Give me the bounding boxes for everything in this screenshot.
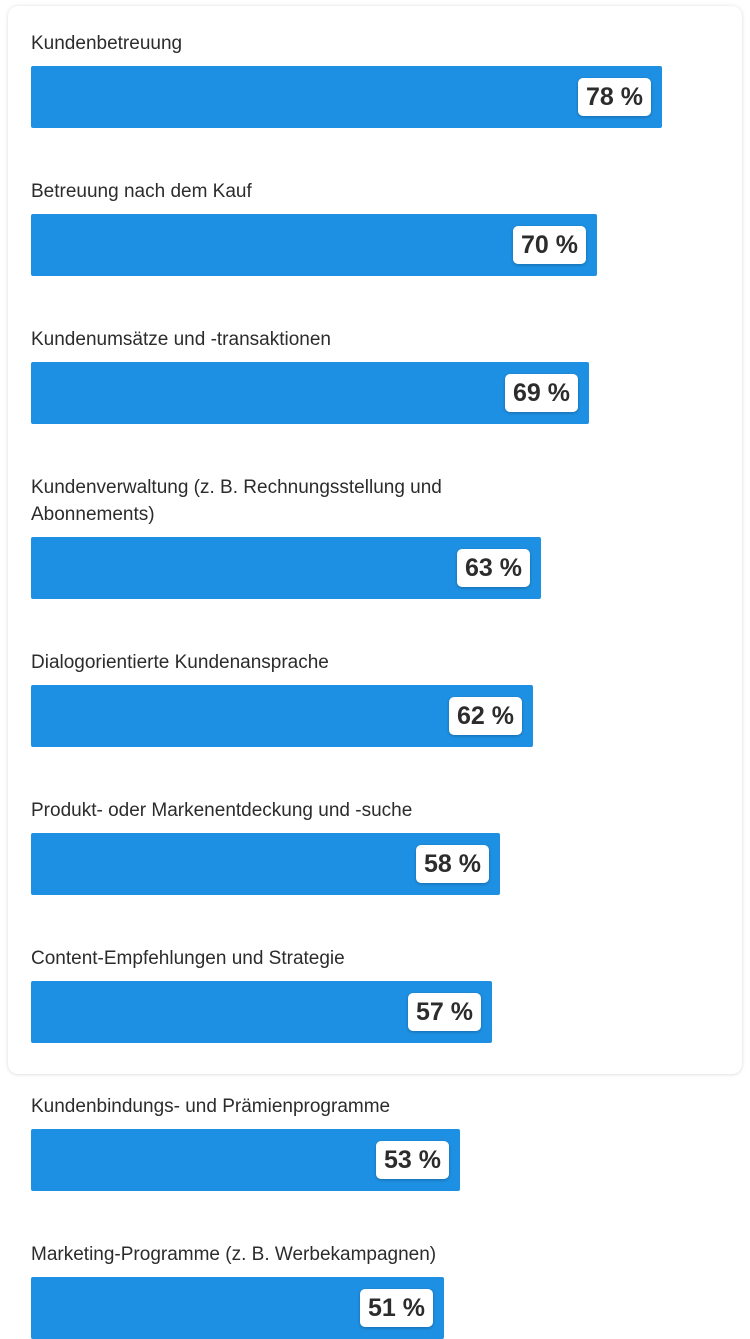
category-label: Produkt- oder Markenentdeckung und -such… (31, 800, 413, 821)
horizontal-bar-chart: Kundenbetreuung 78 % Betreuung nach dem Ka… (31, 33, 662, 1339)
value-label: 57 % (408, 993, 481, 1031)
bar: 57 % (31, 981, 492, 1043)
category-label: Kundenumsätze und -transaktionen (31, 329, 331, 350)
category-label: Kundenbindungs- und Prämienprogramme (31, 1096, 391, 1117)
category-label: Betreuung nach dem Kauf (31, 181, 252, 202)
value-label: 58 % (416, 845, 489, 883)
value-label: 78 % (578, 78, 651, 116)
bar: 58 % (31, 833, 500, 895)
value-label: 51 % (360, 1289, 433, 1327)
value-label: 62 % (449, 697, 522, 735)
bar: 63 % (31, 537, 541, 599)
bar: 62 % (31, 685, 533, 747)
category-label: Dialogorientierte Kundenansprache (31, 652, 329, 673)
value-label: 63 % (457, 549, 530, 587)
category-label: Kundenverwaltung (z. B. Rechnungsstellun… (31, 477, 442, 525)
bar: 51 % (31, 1277, 444, 1339)
bar: 69 % (31, 362, 589, 424)
bar: 53 % (31, 1129, 460, 1191)
bar: 70 % (31, 214, 597, 276)
category-label: Marketing-Programme (z. B. Werbekampagne… (31, 1244, 437, 1265)
value-label: 70 % (513, 226, 586, 264)
category-label: Kundenbetreuung (31, 33, 183, 54)
bar: 78 % (31, 66, 662, 128)
category-label: Content-Empfehlungen und Strategie (31, 948, 345, 969)
value-label: 69 % (505, 374, 578, 412)
value-label: 53 % (376, 1141, 449, 1179)
